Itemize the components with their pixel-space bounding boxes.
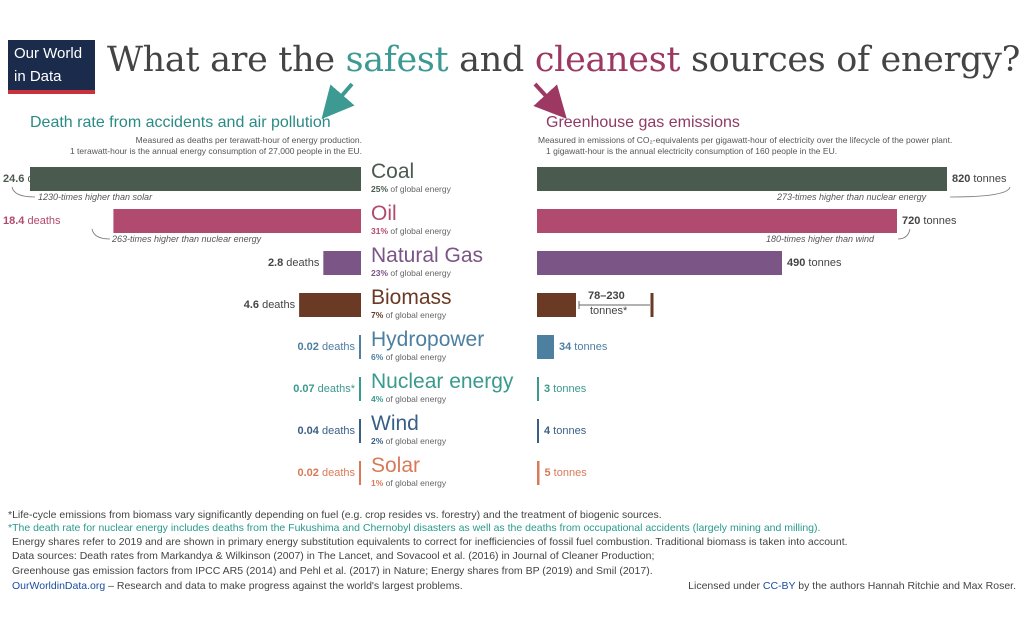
right-panel-sub2: 1 gigawatt-hour is the annual electricit… — [546, 146, 838, 156]
category-label-coal: Coal — [371, 160, 415, 183]
category-label-solar: Solar — [371, 454, 421, 477]
left-panel-sub1: Measured as deaths per terawatt-hour of … — [135, 135, 362, 145]
ghg-value-biomass: 78–230 — [588, 290, 625, 302]
annotation-connector — [897, 228, 911, 240]
ghg-value-hydropower: 34 tonnes — [559, 341, 608, 353]
ghg-value-wind: 4 tonnes — [544, 425, 587, 437]
annotation-connector — [11, 186, 36, 198]
share-label-wind: 2% of global energy — [371, 436, 447, 446]
ghg-bar-coal — [537, 167, 947, 191]
site-link[interactable]: OurWorldinData.org — [12, 580, 106, 592]
ghg-bar-biomass — [537, 293, 576, 317]
left-panel-sub2: 1 terawatt-hour is the annual energy con… — [69, 146, 362, 156]
share-label-coal: 25% of global energy — [371, 184, 451, 194]
footnote-sources: Data sources: Death rates from Markandya… — [12, 550, 655, 562]
annotation-connector — [949, 186, 1011, 198]
death-value-nuclear-energy: 0.07 deaths* — [293, 383, 355, 395]
ghg-value-oil: 720 tonnes — [902, 215, 957, 227]
death-bar-wind — [359, 419, 361, 443]
share-label-natural-gas: 23% of global energy — [371, 268, 451, 278]
footnote-biomass: *Life-cycle emissions from biomass vary … — [8, 509, 662, 521]
footnote-shares: Energy shares refer to 2019 and are show… — [12, 536, 848, 548]
death-value-hydropower: 0.02 deaths — [297, 341, 355, 353]
category-label-nuclear-energy: Nuclear energy — [371, 370, 514, 393]
category-label-biomass: Biomass — [371, 286, 452, 309]
death-value-natural-gas: 2.8 deaths — [267, 257, 320, 269]
right-panel-sub1: Measured in emissions of CO₂-equivalents… — [538, 135, 953, 145]
ghg-value-natural-gas: 490 tonnes — [787, 257, 842, 269]
clean-arrow — [533, 82, 567, 119]
share-label-hydropower: 6% of global energy — [371, 352, 447, 362]
share-label-nuclear-energy: 4% of global energy — [371, 394, 447, 404]
ghg-unit-biomass: tonnes* — [590, 305, 628, 317]
ghg-bar-oil — [537, 209, 897, 233]
death-bar-oil — [113, 209, 362, 233]
license-link[interactable]: CC-BY — [762, 580, 796, 592]
title-safest: safest — [345, 40, 449, 80]
ghg-value-nuclear-energy: 3 tonnes — [544, 383, 587, 395]
ghg-bar-nuclear-energy — [537, 377, 539, 401]
left-panel-heading: Death rate from accidents and air pollut… — [30, 114, 331, 131]
footnote-nuclear: *The death rate for nuclear energy inclu… — [8, 522, 821, 534]
category-label-wind: Wind — [371, 412, 419, 435]
footnote-sources2: Greenhouse gas emission factors from IPC… — [12, 565, 653, 577]
ghg-bar-solar — [537, 461, 540, 485]
annotation-coal-death: 1230-times higher than solar — [38, 192, 153, 202]
safe-arrow — [321, 82, 355, 120]
death-bar-coal — [30, 167, 361, 191]
annotation-oil-ghg: 180-times higher than wind — [766, 234, 875, 244]
footer-site: OurWorldinData.org – Research and data t… — [12, 580, 463, 592]
ghg-value-coal: 820 tonnes — [952, 173, 1007, 185]
ghg-bar-wind — [537, 419, 539, 443]
share-label-oil: 31% of global energy — [371, 226, 451, 236]
page-title: What are the safest and cleanest sources… — [107, 40, 1021, 80]
logo-line2: in Data — [14, 68, 62, 85]
death-bar-nuclear-energy — [359, 377, 361, 401]
share-label-biomass: 7% of global energy — [371, 310, 447, 320]
category-label-natural-gas: Natural Gas — [371, 244, 484, 267]
owid-logo[interactable]: Our World in Data — [8, 40, 95, 94]
ghg-bar-hydropower — [537, 335, 554, 359]
death-value-wind: 0.04 deaths — [297, 425, 355, 437]
death-bar-solar — [359, 461, 361, 485]
category-label-hydropower: Hydropower — [371, 328, 485, 351]
death-value-solar: 0.02 deaths — [297, 467, 355, 479]
title-cleanest: cleanest — [534, 40, 681, 80]
death-bar-hydropower — [359, 335, 361, 359]
right-panel-heading: Greenhouse gas emissions — [546, 114, 740, 131]
logo-line1: Our World — [14, 45, 83, 62]
death-bar-biomass — [299, 293, 361, 317]
ghg-value-solar: 5 tonnes — [544, 467, 587, 479]
death-value-oil: 18.4 deaths — [3, 215, 61, 227]
footer-license: Licensed under CC-BY by the authors Hann… — [688, 580, 1016, 592]
death-bar-natural-gas — [323, 251, 361, 275]
annotation-oil-death: 263-times higher than nuclear energy — [112, 234, 262, 244]
ghg-bar-natural-gas — [537, 251, 782, 275]
share-label-solar: 1% of global energy — [371, 478, 447, 488]
death-value-coal: 24.6 deaths — [3, 173, 61, 185]
annotation-connector — [91, 228, 111, 240]
death-value-biomass: 4.6 deaths — [243, 299, 296, 311]
category-label-oil: Oil — [371, 202, 397, 225]
annotation-coal-ghg: 273-times higher than nuclear energy — [777, 192, 927, 202]
